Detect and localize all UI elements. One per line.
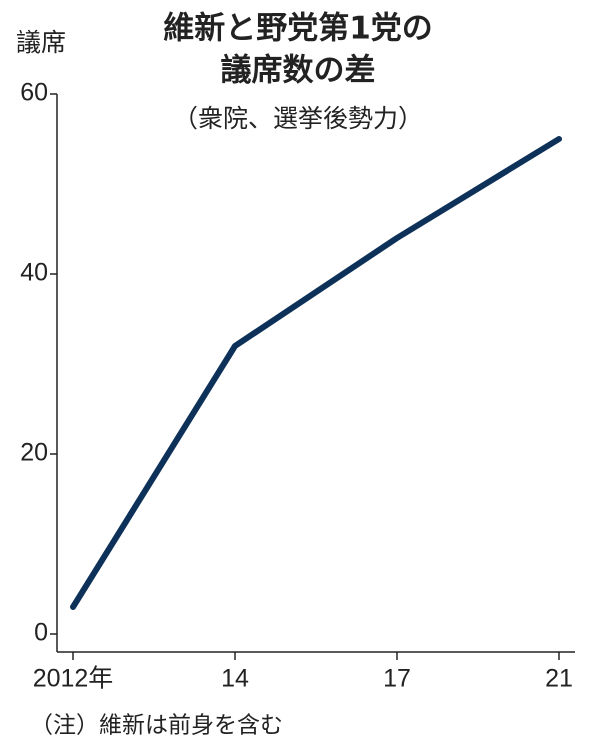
note: （注）維新は前身を含む — [30, 713, 283, 739]
x-tick-label: 2012年 — [33, 665, 114, 693]
y-tick-label: 40 — [20, 259, 48, 287]
y-tick-label: 60 — [20, 79, 48, 107]
chart-subtitle: （衆院、選挙後勢力） — [173, 104, 423, 133]
x-tick-label: 14 — [221, 665, 249, 693]
chart-title: 議席数の差 — [221, 53, 376, 89]
y-tick-label: 0 — [34, 619, 48, 647]
line — [70, 136, 562, 610]
y-axis-label: 議席 — [16, 28, 66, 57]
chart-title: 維新と野党第1党の — [163, 11, 433, 47]
y-tick-label: 20 — [20, 439, 48, 467]
x-tick-label: 21 — [545, 665, 573, 693]
x-tick-label: 17 — [383, 665, 411, 693]
